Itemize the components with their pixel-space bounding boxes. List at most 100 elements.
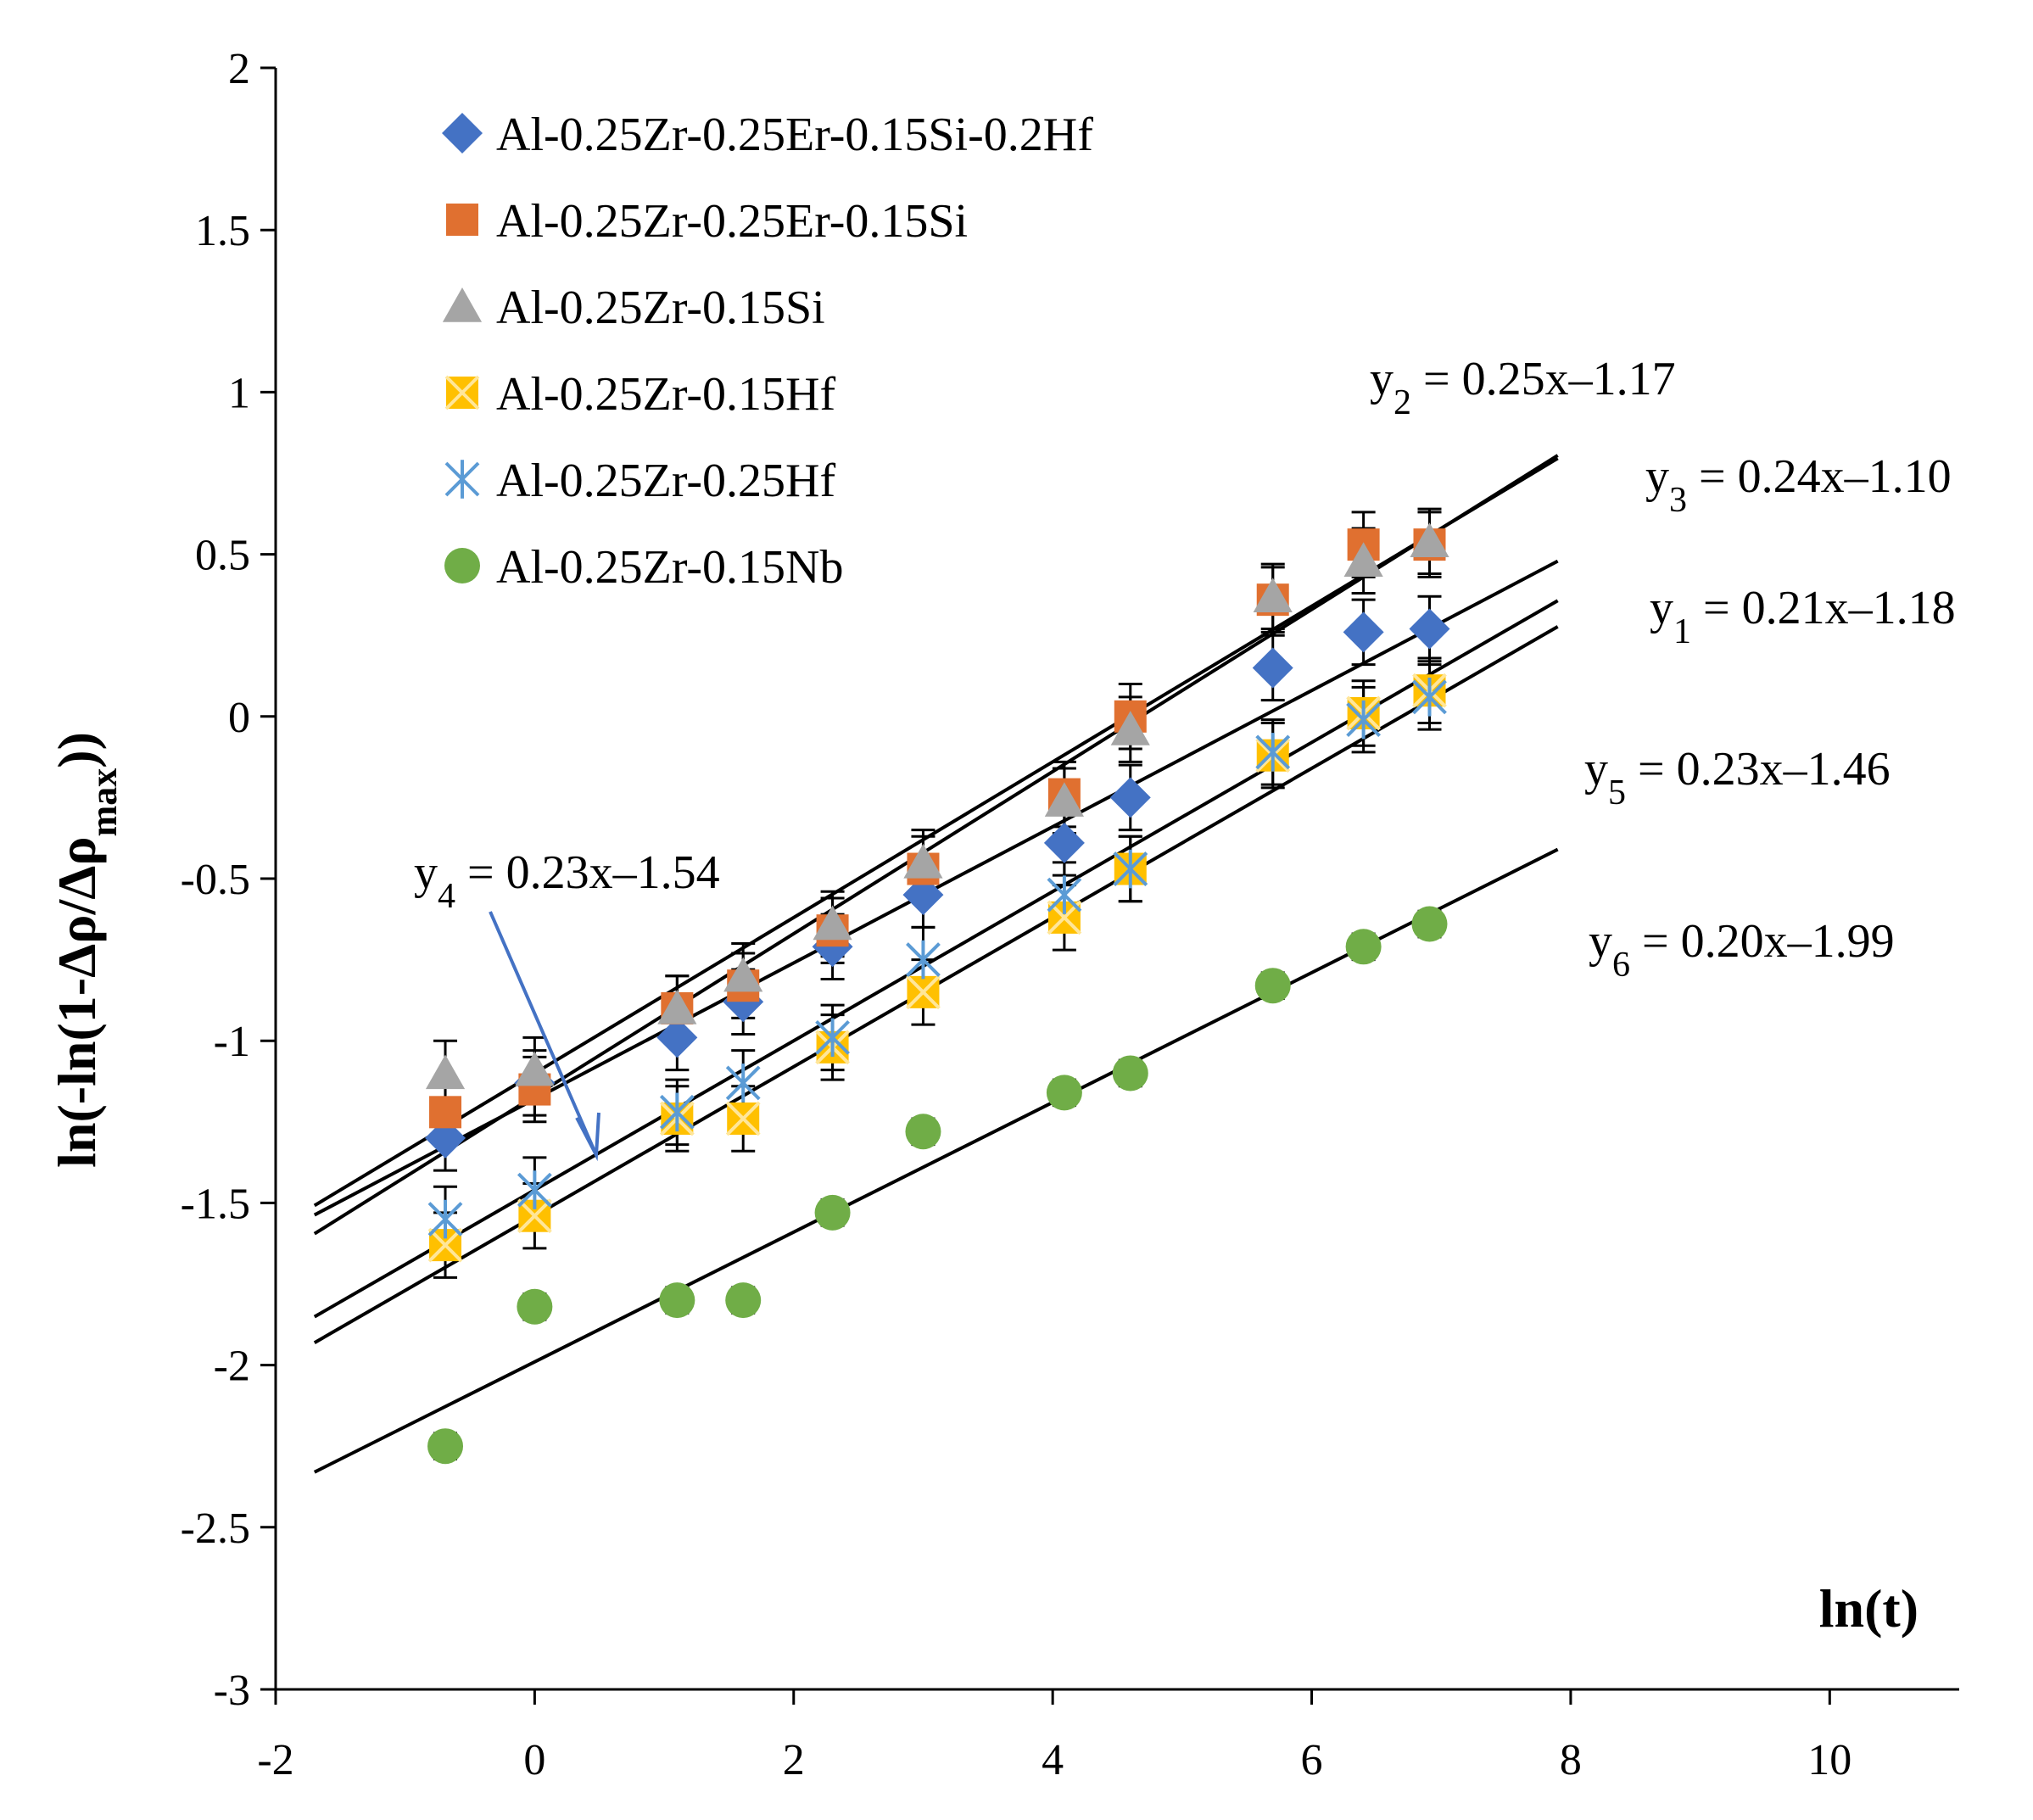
data-point-xsquare — [725, 1101, 761, 1136]
circle-marker-shape — [517, 1288, 553, 1325]
fit-equation-rest: = 0.25x–1.17 — [1411, 353, 1676, 405]
diamond-marker-shape — [1409, 608, 1450, 650]
fit-equation-rest: = 0.23x–1.54 — [455, 846, 720, 899]
circle-marker-shape — [905, 1114, 941, 1150]
data-markers — [425, 522, 1450, 1465]
data-point-triangle — [657, 989, 697, 1024]
y-axis-title-end: )) — [47, 732, 107, 768]
triangle-marker-shape — [657, 989, 697, 1024]
fit-equation-sub: 2 — [1393, 383, 1411, 422]
axes: 21.510.50-0.5-1-1.5-2-2.5-3-2 0 2 4 6 8 10 — [181, 45, 1959, 1784]
data-point-triangle — [723, 957, 763, 992]
fit-equation-sub: 4 — [438, 877, 455, 916]
data-point-circle — [905, 1114, 941, 1150]
data-point-triangle — [1110, 711, 1150, 745]
data-point-triangle — [1343, 542, 1383, 577]
xsquare-marker-cross — [517, 1198, 552, 1234]
circle-marker-shape — [659, 1282, 695, 1319]
data-point-asterisk — [1113, 849, 1148, 889]
fit-equation-rest: = 0.24x–1.10 — [1687, 450, 1952, 503]
y-tick-label: 1.5 — [195, 207, 250, 255]
data-point-triangle — [1410, 522, 1449, 558]
legend-marker-diamond — [442, 113, 483, 154]
fit-equation-rest: = 0.23x–1.46 — [1626, 743, 1891, 796]
data-point-triangle — [813, 905, 852, 941]
square-marker-shape — [429, 1096, 462, 1129]
fit-equation-var: y — [1584, 743, 1608, 796]
fit-equation-y2: y2 = 0.25x–1.17 — [1370, 353, 1676, 422]
data-point-asterisk — [906, 940, 941, 980]
fit-equation-var: y — [414, 846, 438, 899]
legend-label: Al-0.25Zr-0.15Nb — [496, 541, 843, 594]
legend-marker-xsquare — [444, 375, 480, 410]
y-tick-label: 0 — [228, 694, 250, 742]
triangle-marker-shape — [723, 957, 763, 992]
legend-label: Al-0.25Zr-0.25Hf — [496, 455, 835, 507]
legend-marker-circle — [444, 548, 480, 583]
x-axis-title: ln(t) — [1819, 1578, 1919, 1639]
y4-pointer-arrow — [489, 911, 600, 1162]
triangle-marker-shape — [813, 905, 852, 941]
legend-label: Al-0.25Zr-0.25Er-0.15Si-0.2Hf — [496, 109, 1093, 161]
xsquare-marker-cross — [725, 1101, 761, 1136]
y-tick-label: -1.5 — [181, 1180, 250, 1228]
circle-marker-shape — [444, 548, 480, 583]
fit-equation-y6: y6 = 0.20x–1.99 — [1589, 915, 1895, 985]
data-point-asterisk — [427, 1199, 463, 1239]
diamond-marker-shape — [1343, 611, 1384, 653]
arrow-shaft — [489, 911, 595, 1150]
data-point-square — [429, 1096, 462, 1129]
circle-marker-shape — [1046, 1075, 1082, 1111]
fit-equation-var: y — [1645, 450, 1669, 503]
legend-marker-triangle — [442, 288, 483, 322]
circle-marker-shape — [1411, 906, 1448, 942]
legend-label: Al-0.25Zr-0.25Er-0.15Si — [496, 195, 968, 248]
legend-marker-asterisk — [444, 460, 480, 499]
data-point-asterisk — [1346, 700, 1382, 740]
y-tick-label: -3 — [214, 1666, 250, 1715]
data-point-circle — [1411, 906, 1448, 942]
data-point-asterisk — [1412, 678, 1447, 717]
data-point-circle — [1345, 929, 1382, 965]
fit-equation-var: y — [1370, 353, 1393, 405]
y-tick-label: -2.5 — [181, 1505, 250, 1553]
circle-marker-shape — [725, 1282, 762, 1319]
fit-equation-y5: y5 = 0.23x–1.46 — [1584, 743, 1891, 812]
data-point-circle — [659, 1282, 695, 1319]
y-tick-label: 2 — [228, 45, 250, 93]
data-point-asterisk — [815, 1018, 850, 1058]
y-tick-label: -1 — [214, 1018, 250, 1066]
fit-equation-rest: = 0.21x–1.18 — [1691, 582, 1956, 634]
data-point-diamond — [1043, 822, 1085, 863]
data-point-circle — [725, 1282, 762, 1319]
data-point-asterisk — [1255, 733, 1291, 772]
data-point-circle — [1112, 1055, 1148, 1091]
data-point-diamond — [1409, 608, 1450, 650]
data-point-asterisk — [1047, 875, 1082, 914]
data-point-triangle — [425, 1054, 466, 1090]
data-point-asterisk — [517, 1170, 552, 1209]
triangle-marker-shape — [425, 1054, 466, 1090]
diamond-marker-shape — [442, 113, 483, 154]
data-point-asterisk — [725, 1064, 761, 1103]
diamond-marker-shape — [656, 1017, 698, 1058]
y-axis-title-main: ln(-ln(1-Δρ/Δρ — [47, 836, 107, 1168]
fit-equation-sub: 1 — [1673, 612, 1691, 651]
y-tick-label: -2 — [214, 1343, 250, 1391]
arrow-head — [575, 1112, 600, 1162]
y-axis-title-sub: max — [83, 768, 125, 837]
data-point-asterisk — [659, 1092, 695, 1132]
triangle-marker-shape — [1044, 782, 1084, 817]
y-axis-title: ln(-ln(1-Δρ/Δρmax)) — [47, 732, 125, 1168]
data-point-circle — [1254, 968, 1291, 1004]
fit-equation-rest: = 0.20x–1.99 — [1630, 915, 1895, 968]
fit-equation-var: y — [1589, 915, 1612, 968]
xsquare-marker-cross — [906, 974, 941, 1010]
x-tick-label: 4 — [1042, 1736, 1064, 1784]
circle-marker-shape — [814, 1194, 851, 1231]
x-tick-label: 8 — [1560, 1736, 1582, 1784]
y-tick-label: 1 — [228, 369, 250, 417]
legend-marker-square — [446, 204, 478, 236]
y-tick-label: 0.5 — [195, 532, 250, 580]
